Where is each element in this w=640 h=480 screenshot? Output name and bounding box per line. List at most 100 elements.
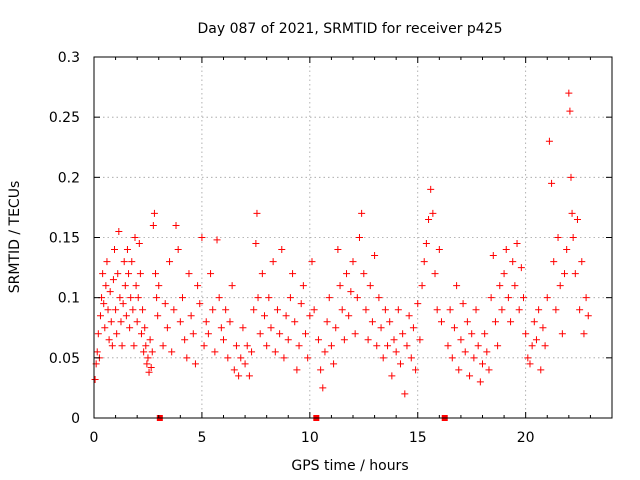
data-point [96,312,104,320]
data-point [224,354,232,362]
data-point [150,209,158,217]
data-point [526,360,534,368]
data-point [548,179,556,187]
data-point [485,366,493,374]
data-point [189,330,197,338]
data-point [126,324,134,332]
data-point [154,312,162,320]
data-point [254,294,262,302]
data-point [355,234,363,241]
data-point [353,294,361,302]
data-point [140,348,148,356]
data-point [243,342,251,350]
data-point [131,234,139,241]
data-point [200,342,208,350]
y-tick-label: 0.3 [58,50,80,66]
data-point [567,173,575,181]
data-point [230,366,238,374]
data-point [159,342,167,350]
data-point [209,306,217,314]
data-point [330,360,338,368]
data-point [269,258,277,266]
data-point [241,360,249,368]
data-point [582,294,590,302]
data-point [340,336,348,344]
data-point [163,324,171,332]
data-point [500,270,508,278]
data-point [412,366,420,374]
data-point [545,137,553,145]
data-point [166,258,174,266]
data-point [368,318,376,326]
x-tick-label: 20 [517,430,535,446]
data-point [228,282,236,290]
data-point [345,312,353,320]
data-point [524,354,532,362]
data-point [191,360,199,368]
grid-lines [94,57,612,418]
data-point [573,215,581,223]
data-point [172,221,180,229]
data-point [134,294,142,302]
data-point [198,234,206,241]
data-point [558,330,566,338]
data-point [472,306,480,314]
data-point [321,348,329,356]
data-point [371,252,379,260]
data-point [409,324,417,332]
data-point [139,306,147,314]
data-point [220,336,227,344]
data-point [129,306,137,314]
data-point [306,312,314,320]
data-point [429,209,437,217]
data-point [141,324,149,332]
data-point [115,227,123,235]
data-point [535,306,543,314]
data-point [349,258,357,266]
data-point [377,324,385,332]
data-point [496,282,504,290]
data-point [351,330,359,338]
data-point [143,360,151,368]
data-point [569,234,577,241]
data-point [446,306,454,314]
data-point [101,324,109,332]
data-point [338,306,346,314]
y-tick-label: 0.2 [58,170,80,186]
data-point [125,270,133,278]
data-point [327,342,335,350]
x-tick-label: 0 [90,430,99,446]
data-point [425,215,433,223]
data-point [392,348,400,356]
data-point [396,360,404,368]
data-point [276,330,284,338]
data-point [136,270,144,278]
data-point [107,318,115,326]
data-point [149,221,157,229]
data-point [537,366,545,374]
data-point [250,306,258,314]
data-point [513,240,521,248]
data-point [435,246,443,254]
data-point [453,282,461,290]
data-point [111,246,119,254]
data-point [181,336,189,344]
data-point [267,324,275,332]
data-point [502,246,510,254]
data-point [252,240,260,248]
y-tick-labels: 0 0.05 0.1 0.15 0.2 0.25 0.3 [49,50,80,427]
data-point [147,363,155,371]
data-point [93,348,101,356]
data-point [245,372,253,380]
data-point [148,348,156,356]
data-point [323,318,331,326]
data-point [185,270,193,278]
data-point [202,318,210,326]
data-point [222,306,230,314]
data-point [580,330,588,338]
data-point [498,306,506,314]
data-point [509,258,517,266]
data-point [554,234,562,241]
data-point [91,375,99,383]
data-point [479,360,486,368]
